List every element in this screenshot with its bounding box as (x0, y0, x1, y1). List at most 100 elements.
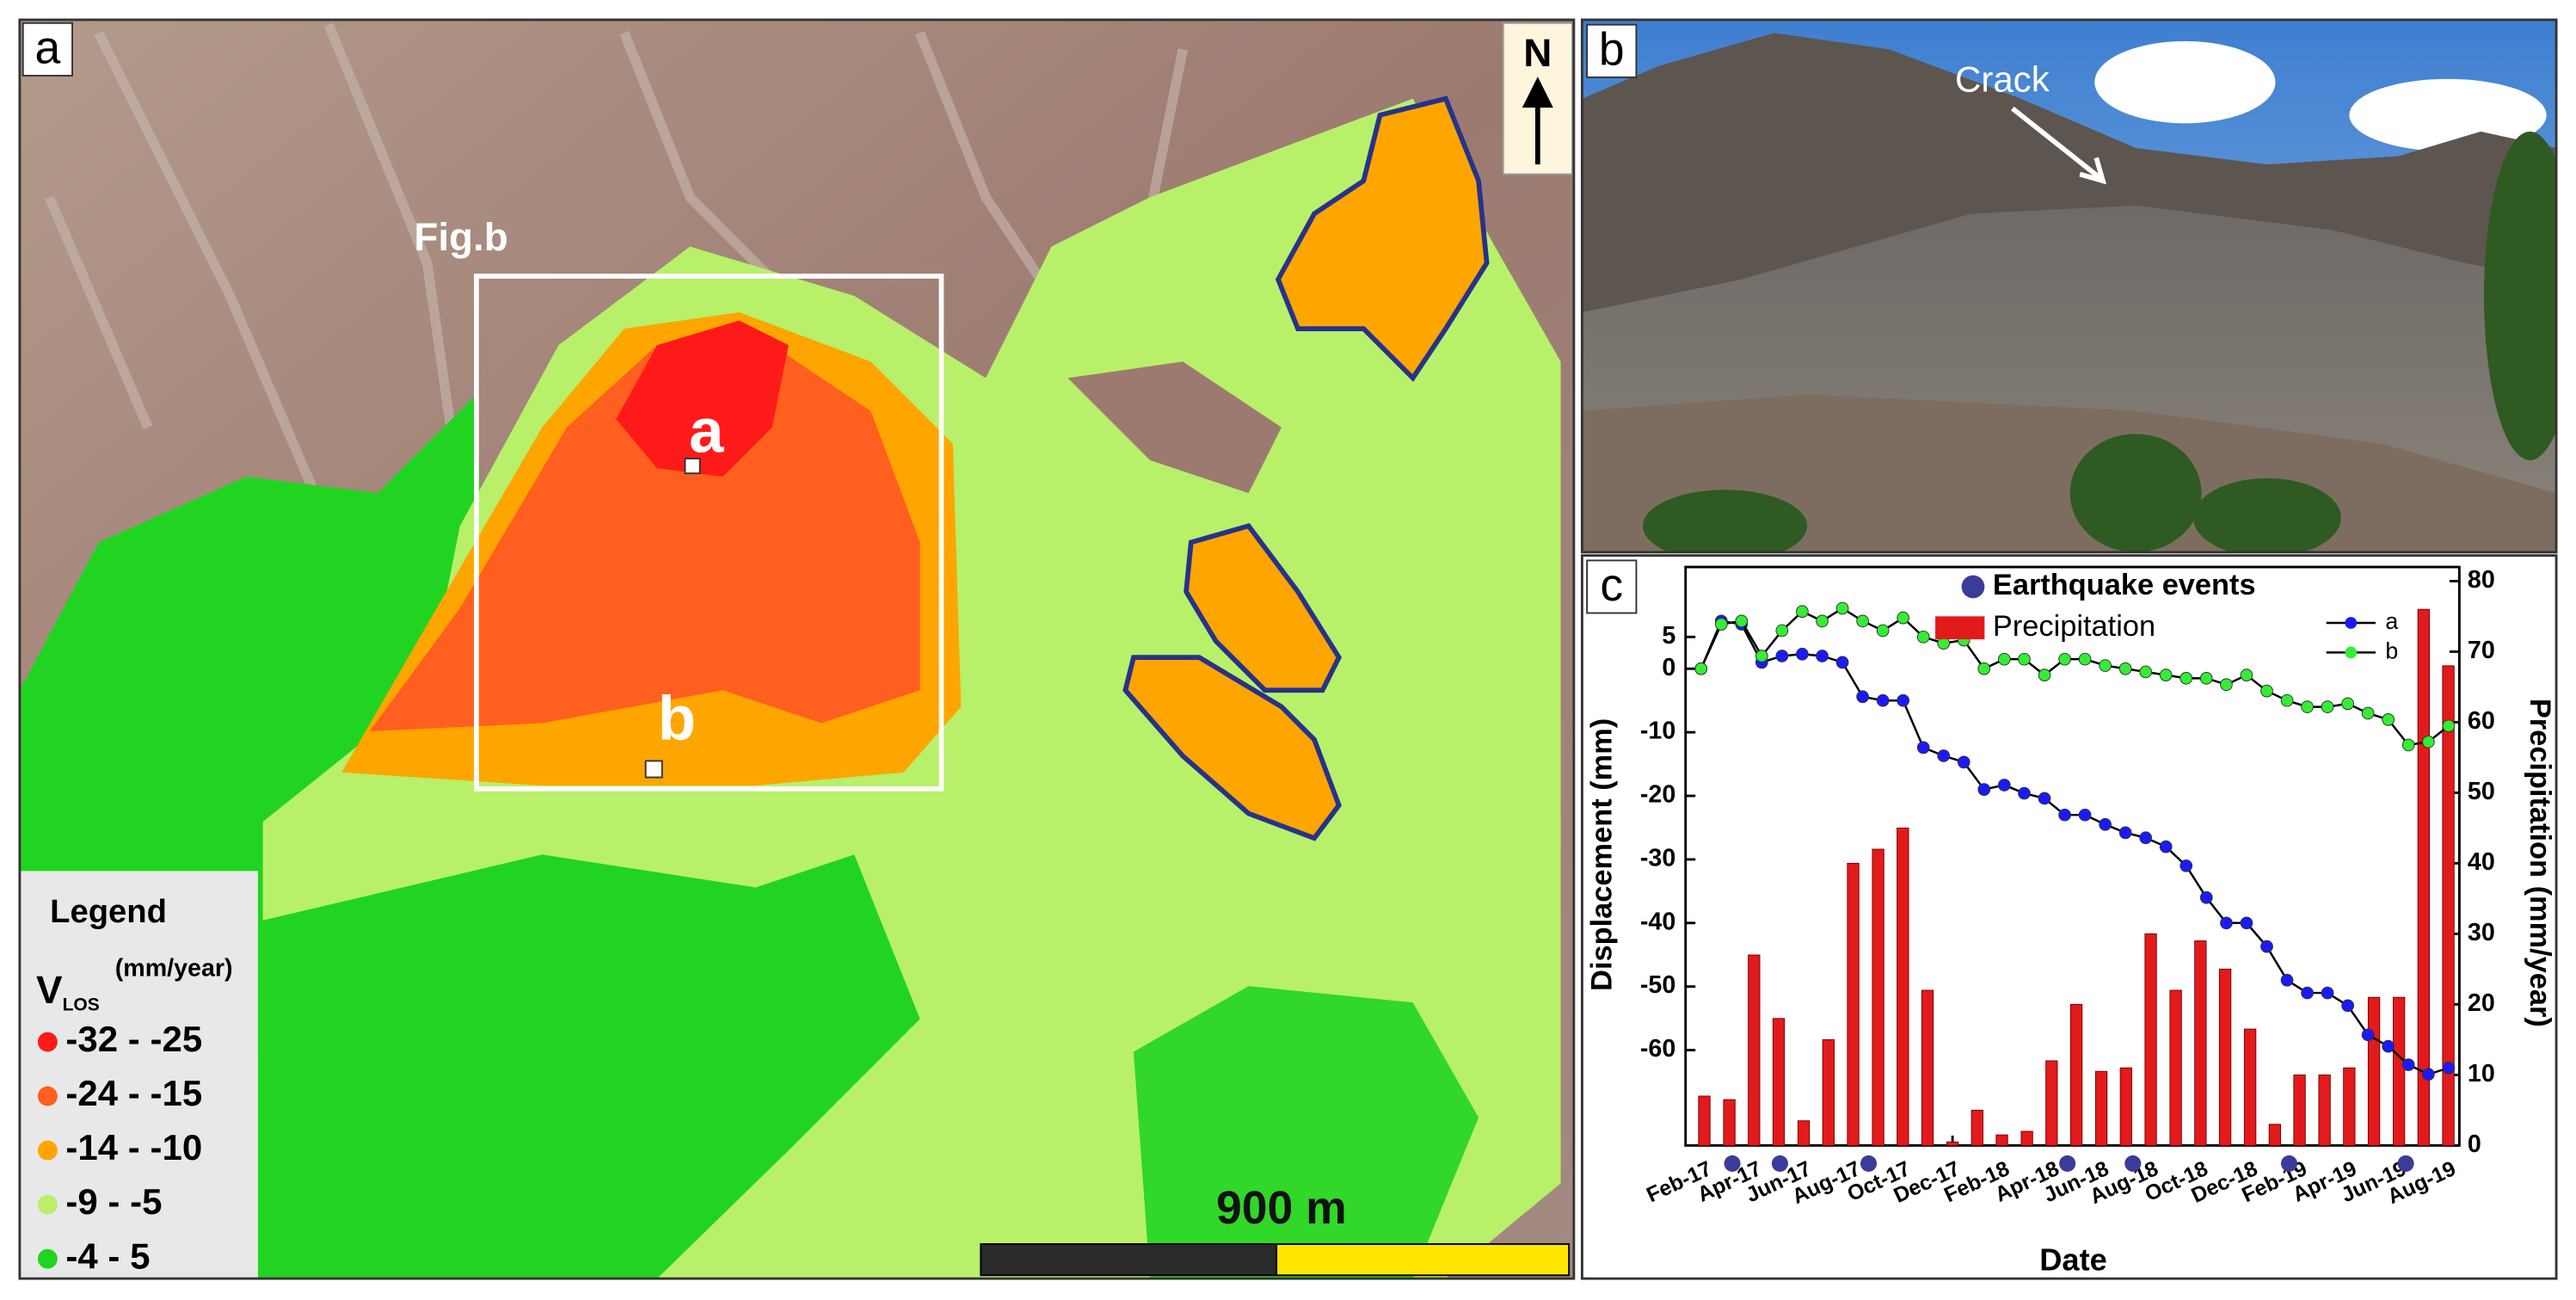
series-point (2058, 652, 2071, 666)
legend-label: -32 - -25 (65, 1019, 202, 1059)
legend-items: -32 - -25 -24 - -15 -14 - -10 -9 - -5 -4 - 5 (37, 1019, 202, 1276)
series-point (2341, 999, 2354, 1013)
map-panel: Fig.b a b N 900 m Legend V LOS (mm/year)… (19, 19, 1574, 1279)
precipitation-bar (2392, 996, 2406, 1146)
legend-swatch (1961, 575, 1985, 599)
precipitation-bar (2417, 608, 2431, 1146)
precipitation-bar (1847, 862, 1860, 1146)
series-point (1916, 630, 1930, 644)
stable-zone (1133, 986, 1479, 1279)
precipitation-bar (2094, 1070, 2108, 1146)
series-point (1714, 618, 1728, 631)
series-point (1775, 624, 1789, 638)
earthquake-event (2124, 1155, 2142, 1172)
y-tick-label: -40 (1640, 908, 1675, 935)
series-point (1897, 611, 1910, 625)
legend-label: -4 - 5 (65, 1235, 150, 1276)
scale-bar-dark (980, 1243, 1278, 1277)
x-axis-title: Date (2039, 1242, 2107, 1278)
series-point (1977, 662, 1991, 675)
legend-title: Legend (50, 893, 167, 930)
legend-label: Earthquake events (1993, 569, 2256, 601)
panel-label-box (22, 22, 73, 77)
legend-swatch (37, 1248, 58, 1269)
y-tick-label: -20 (1640, 781, 1675, 809)
earthquake-event (2280, 1155, 2298, 1172)
y2-tick-label: 50 (2468, 778, 2495, 805)
legend-swatch (37, 1140, 58, 1161)
precipitation-bar (1970, 1109, 1983, 1146)
series-point (2240, 668, 2253, 681)
y-tick-label: -60 (1640, 1035, 1675, 1063)
precipitation-bar (1772, 1018, 1786, 1146)
series-point (1997, 779, 2011, 792)
series-point (2382, 713, 2395, 726)
series-point (2220, 678, 2233, 692)
earthquake-event (2397, 1155, 2414, 1172)
series-point (2280, 693, 2294, 707)
photo-panel: Crack (1582, 19, 2557, 552)
precipitation-bar (1921, 989, 1934, 1146)
precipitation-bar (1872, 848, 1884, 1146)
series-point (2078, 652, 2092, 666)
trees (1643, 131, 2557, 552)
y2-tick-label: 0 (2468, 1131, 2481, 1158)
series-point (1796, 605, 1809, 619)
precipitation-bar (1995, 1134, 2008, 1146)
landslide-outlines (1122, 95, 1490, 841)
panel-border (1580, 18, 2558, 554)
series-point (2179, 671, 2193, 685)
red-zone (616, 320, 789, 477)
y2-tick-label: 60 (2468, 707, 2495, 735)
earthquake-event (1860, 1155, 1878, 1172)
legend-label: -24 - -15 (65, 1073, 202, 1113)
legend-symbol: V (36, 968, 63, 1012)
ridges (45, 22, 1188, 528)
scale-label: 900 m (1216, 1183, 1347, 1234)
series-point (1775, 650, 1789, 662)
series-point (1957, 755, 1970, 769)
series-point (2442, 1061, 2456, 1075)
legend-box (19, 871, 258, 1279)
series-point (1835, 601, 1849, 615)
series-point (2159, 668, 2173, 681)
precipitation-bar (2243, 1028, 2257, 1146)
precipitation-bar (2069, 1003, 2083, 1146)
y-tick-label: -50 (1640, 971, 1675, 999)
series-point (2260, 940, 2273, 953)
precipitation-bar (1946, 1141, 1959, 1146)
series-point (1816, 614, 1829, 628)
legend-swatch (2345, 646, 2358, 659)
figb-box (474, 274, 944, 792)
precipitation-bar (2293, 1074, 2306, 1146)
legend-swatch (37, 1086, 58, 1106)
y2-tick-label: 30 (2468, 919, 2495, 946)
y2-tick-label: 70 (2468, 637, 2495, 664)
series-point (2038, 668, 2051, 681)
panel-label: b (1599, 24, 1625, 75)
series-point (1856, 614, 1869, 628)
precipitation-bar (1897, 827, 1909, 1146)
series-point (1897, 693, 1910, 707)
precipitation-bar (1723, 1099, 1736, 1146)
series-point (2018, 786, 2031, 800)
series-point (2301, 700, 2314, 713)
precipitation-bar (2194, 940, 2207, 1146)
legend-label: -14 - -10 (65, 1127, 202, 1168)
series-point (1816, 650, 1829, 662)
series-point (2078, 808, 2092, 822)
precipitation-bar (2367, 996, 2381, 1146)
series-point (1856, 690, 1869, 704)
legend-subscript: LOS (63, 995, 100, 1015)
series-point (1916, 741, 1930, 755)
panel-label: a (35, 22, 61, 73)
series-point (2139, 831, 2153, 845)
precipitation-bar (2218, 968, 2232, 1146)
y-tick-label: 0 (1662, 654, 1675, 681)
y2-tick-label: 40 (2468, 848, 2495, 876)
precipitation-bar (1748, 954, 1761, 1146)
legend-swatch (37, 1032, 58, 1052)
series-point (1735, 614, 1749, 628)
series-point (1876, 624, 1890, 638)
